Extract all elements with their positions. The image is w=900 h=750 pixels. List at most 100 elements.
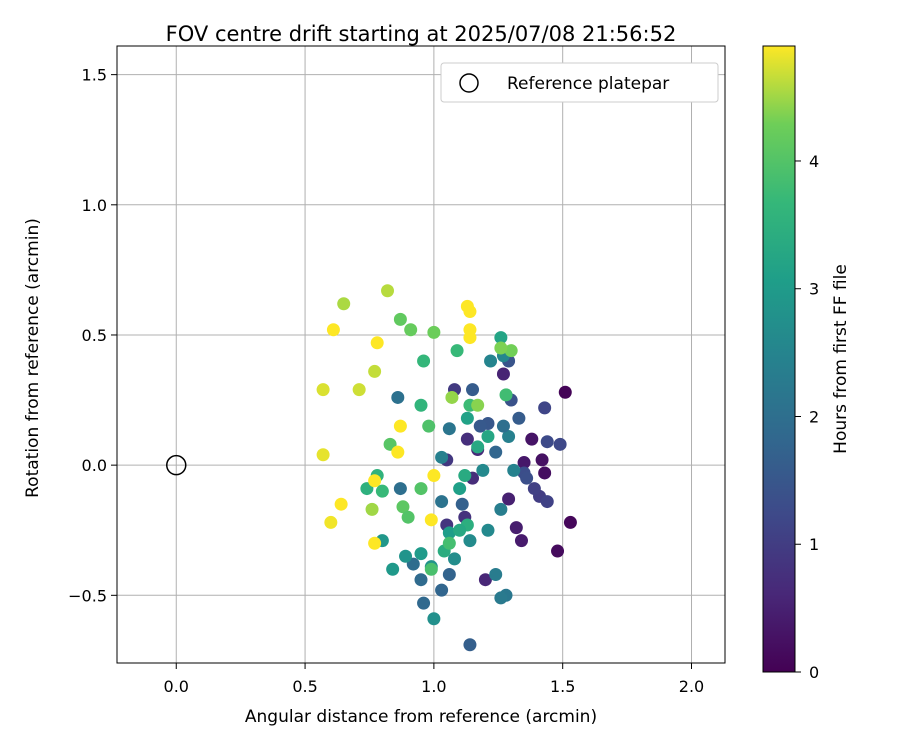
data-point: [538, 466, 552, 480]
colorbar-tick-label: 4: [809, 152, 819, 171]
data-point: [509, 521, 523, 535]
data-point: [558, 385, 572, 399]
data-point: [442, 536, 456, 550]
data-point: [481, 523, 495, 537]
data-point: [460, 432, 474, 446]
colorbar: 0 1 2 3 4 Hours from first FF file: [762, 45, 851, 682]
data-point: [502, 492, 516, 506]
data-point: [396, 500, 410, 514]
plot-frame: [116, 45, 726, 664]
data-point: [334, 497, 348, 511]
data-point: [417, 596, 431, 610]
data-point: [427, 325, 441, 339]
data-point: [424, 562, 438, 576]
data-point: [489, 445, 503, 459]
x-axis-label: Angular distance from reference (arcmin): [245, 707, 597, 727]
data-point: [324, 515, 338, 529]
data-point: [463, 305, 477, 319]
data-point: [563, 515, 577, 529]
data-point: [445, 390, 459, 404]
data-point: [478, 573, 492, 587]
x-tick-label: 2.0: [679, 677, 704, 696]
x-tick-label: 0.5: [292, 677, 317, 696]
data-point: [414, 573, 428, 587]
data-point: [414, 547, 428, 561]
colorbar-tick-label: 3: [809, 280, 819, 299]
data-points: [316, 284, 577, 652]
legend-box: [440, 62, 719, 103]
colorbar-label: Hours from first FF file: [831, 264, 851, 454]
y-tick-label: 1.0: [82, 196, 107, 215]
data-point: [414, 482, 428, 496]
data-point: [512, 411, 526, 425]
x-tick-label: 1.5: [550, 677, 575, 696]
data-point: [435, 583, 449, 597]
data-point: [471, 440, 485, 454]
data-point: [540, 495, 554, 509]
data-point: [393, 312, 407, 326]
data-point: [450, 344, 464, 358]
data-point: [514, 534, 528, 548]
colorbar-tick-label: 1: [809, 535, 819, 554]
data-point: [442, 526, 456, 540]
y-axis-label: Rotation from reference (arcmin): [23, 218, 43, 498]
data-point: [453, 482, 467, 496]
data-point: [316, 448, 330, 462]
data-point: [494, 331, 508, 345]
data-point: [538, 401, 552, 415]
data-point: [368, 474, 382, 488]
data-point: [435, 495, 449, 509]
data-point: [417, 354, 431, 368]
data-point: [463, 638, 477, 652]
data-point: [463, 331, 477, 345]
y-tick-label: 0.0: [82, 456, 107, 475]
colorbar-ticks: 0 1 2 3 4: [795, 152, 819, 682]
data-point: [370, 336, 384, 350]
data-point: [476, 463, 490, 477]
y-tick-label: 1.5: [82, 66, 107, 85]
reference-marker-layer: [166, 454, 187, 476]
data-point: [316, 383, 330, 397]
legend-marker-reference: [459, 73, 479, 93]
data-point: [381, 284, 395, 298]
reference-platepar-marker: [166, 454, 187, 476]
data-point: [427, 469, 441, 483]
data-point: [471, 398, 485, 412]
data-point: [551, 544, 565, 558]
data-point: [553, 437, 567, 451]
data-point: [504, 344, 518, 358]
data-point: [453, 523, 467, 537]
data-point: [499, 388, 513, 402]
data-point: [494, 591, 508, 605]
data-point: [401, 510, 415, 524]
data-point: [424, 513, 438, 527]
data-point: [527, 482, 541, 496]
y-tick-label: −0.5: [68, 586, 107, 605]
data-point: [507, 463, 521, 477]
data-point: [540, 435, 554, 449]
data-point: [435, 450, 449, 464]
data-point: [463, 534, 477, 548]
data-point: [427, 612, 441, 626]
x-tick-label: 1.0: [421, 677, 446, 696]
data-point: [489, 567, 503, 581]
data-point: [494, 502, 508, 516]
y-tick-label: 0.5: [82, 326, 107, 345]
data-point: [391, 390, 405, 404]
data-point: [520, 471, 534, 485]
data-point: [399, 549, 413, 563]
data-point: [525, 432, 539, 446]
data-point: [422, 419, 436, 433]
data-point: [414, 398, 428, 412]
colorbar-tick-label: 2: [809, 407, 819, 426]
data-point: [365, 502, 379, 516]
colorbar-gradient: [762, 45, 796, 673]
data-point: [481, 430, 495, 444]
data-point: [466, 383, 480, 397]
data-point: [386, 562, 400, 576]
data-point: [326, 323, 340, 337]
data-point: [455, 497, 469, 511]
data-point: [496, 367, 510, 381]
data-point: [447, 552, 461, 566]
